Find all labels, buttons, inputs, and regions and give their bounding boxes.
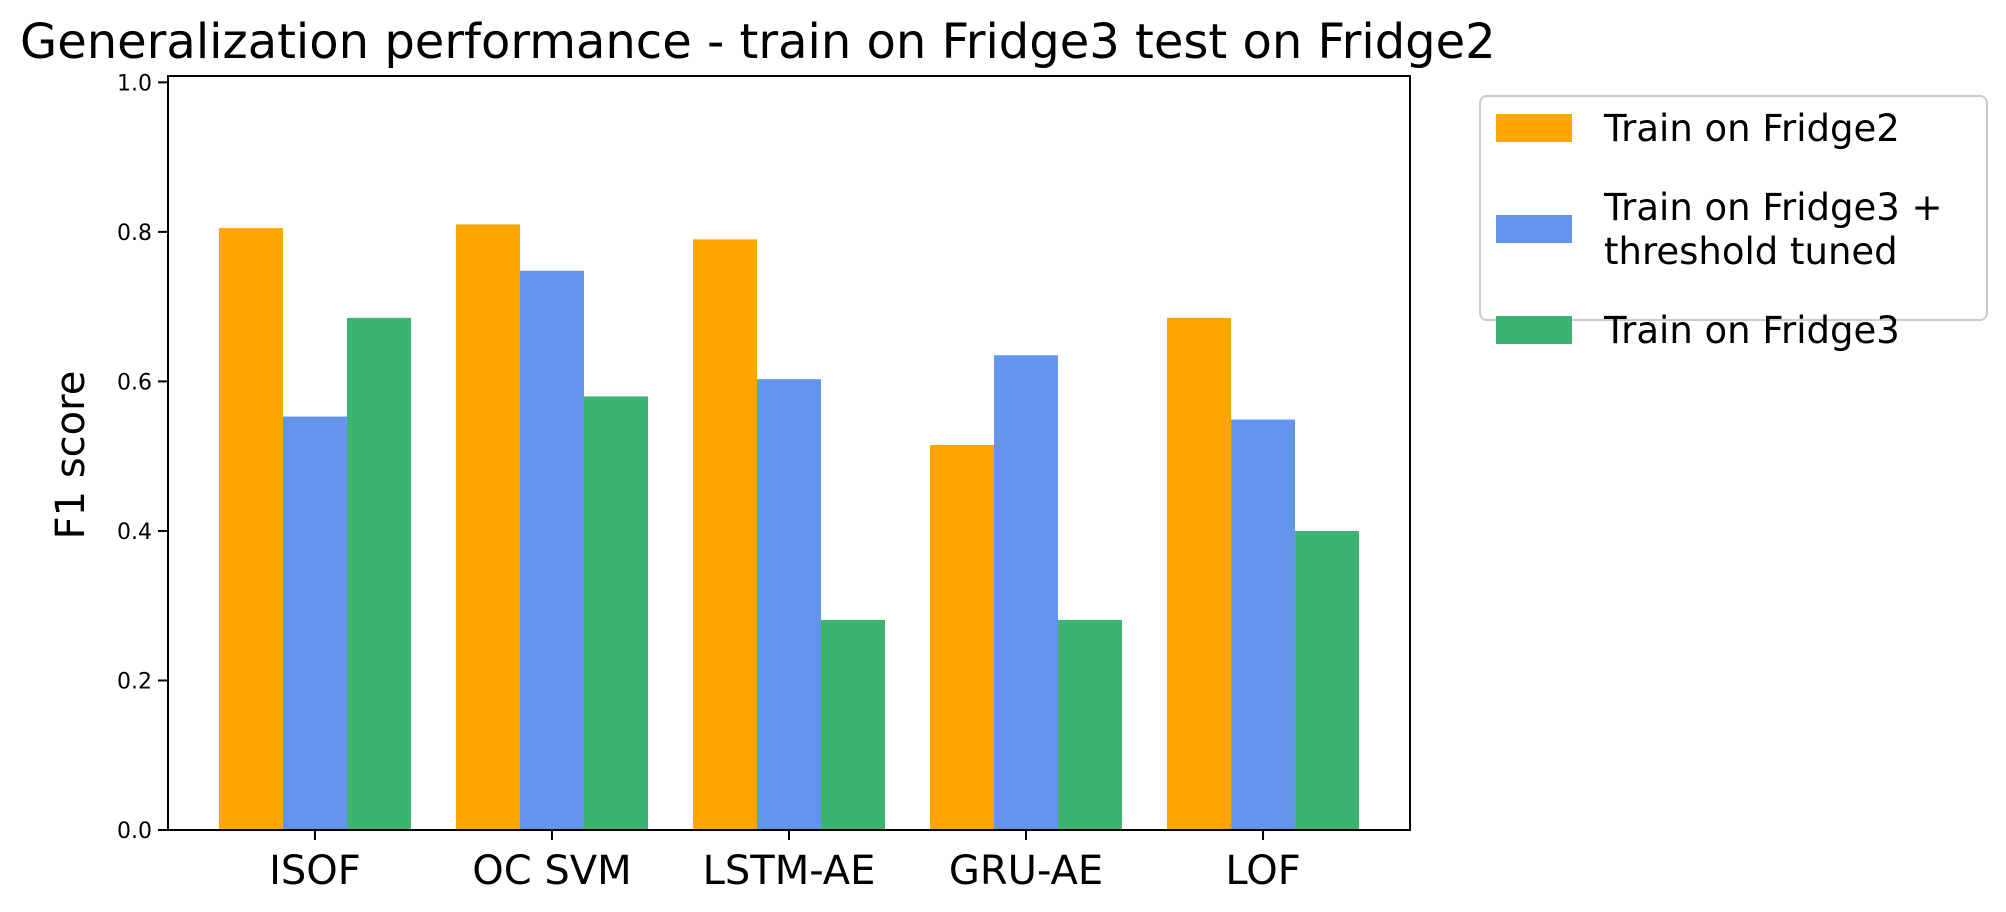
- bar-series1-isof: [218, 228, 283, 830]
- x-tick-label: ISOF: [269, 848, 361, 894]
- y-tick-label: 1.0: [117, 71, 152, 96]
- y-tick-label: 0.4: [117, 520, 152, 545]
- bar-series3-oc-svm: [583, 396, 648, 830]
- bar-series1-lstm-ae: [693, 239, 758, 831]
- y-tick-label: 0.2: [117, 669, 152, 694]
- x-tick-label: LSTM-AE: [703, 848, 876, 894]
- legend-swatch-series1: [1496, 114, 1572, 142]
- legend-label-series1: Train on Fridge2: [1603, 107, 1900, 150]
- y-tick-label: 0.0: [117, 819, 152, 844]
- legend-box: [1479, 95, 1988, 321]
- legend-swatch-series3: [1496, 316, 1572, 344]
- x-tick-label: OC SVM: [472, 848, 631, 894]
- bar-series2-lstm-ae: [757, 379, 821, 830]
- bar-series3-isof: [346, 317, 411, 830]
- bar-series3-lof: [1295, 530, 1360, 830]
- y-tick-label: 0.8: [117, 221, 152, 246]
- x-tick-label: LOF: [1225, 848, 1300, 894]
- bars-group: [218, 224, 1360, 831]
- x-tick-label: GRU-AE: [949, 848, 1103, 894]
- bar-series3-lstm-ae: [821, 619, 885, 830]
- legend-label-series3: Train on Fridge3: [1603, 309, 1900, 352]
- x-ticks: ISOF OC SVM LSTM-AE GRU-AE LOF: [269, 830, 1301, 894]
- bar-series2-isof: [282, 416, 347, 830]
- y-ticks: 0.0 0.2 0.4 0.6 0.8 1.0: [117, 71, 168, 844]
- bar-series1-lof: [1167, 317, 1232, 830]
- legend-swatch-series2: [1496, 215, 1572, 243]
- bar-series2-gru-ae: [994, 355, 1059, 830]
- chart-title: Generalization performance - train on Fr…: [20, 14, 1496, 70]
- bar-series2-oc-svm: [519, 270, 584, 830]
- bar-series2-lof: [1231, 419, 1296, 830]
- legend: Train on Fridge2 Train on Fridge3 + thresh…: [1479, 95, 1988, 352]
- plot-frame: [167, 75, 1411, 831]
- y-tick-label: 0.6: [117, 370, 152, 395]
- legend-label-series2: Train on Fridge3 + threshold tuned: [1603, 186, 1943, 273]
- y-axis-label: F1 score: [48, 371, 94, 540]
- bar-series1-oc-svm: [455, 224, 520, 830]
- bar-series3-gru-ae: [1058, 619, 1123, 830]
- bar-series1-gru-ae: [930, 444, 995, 830]
